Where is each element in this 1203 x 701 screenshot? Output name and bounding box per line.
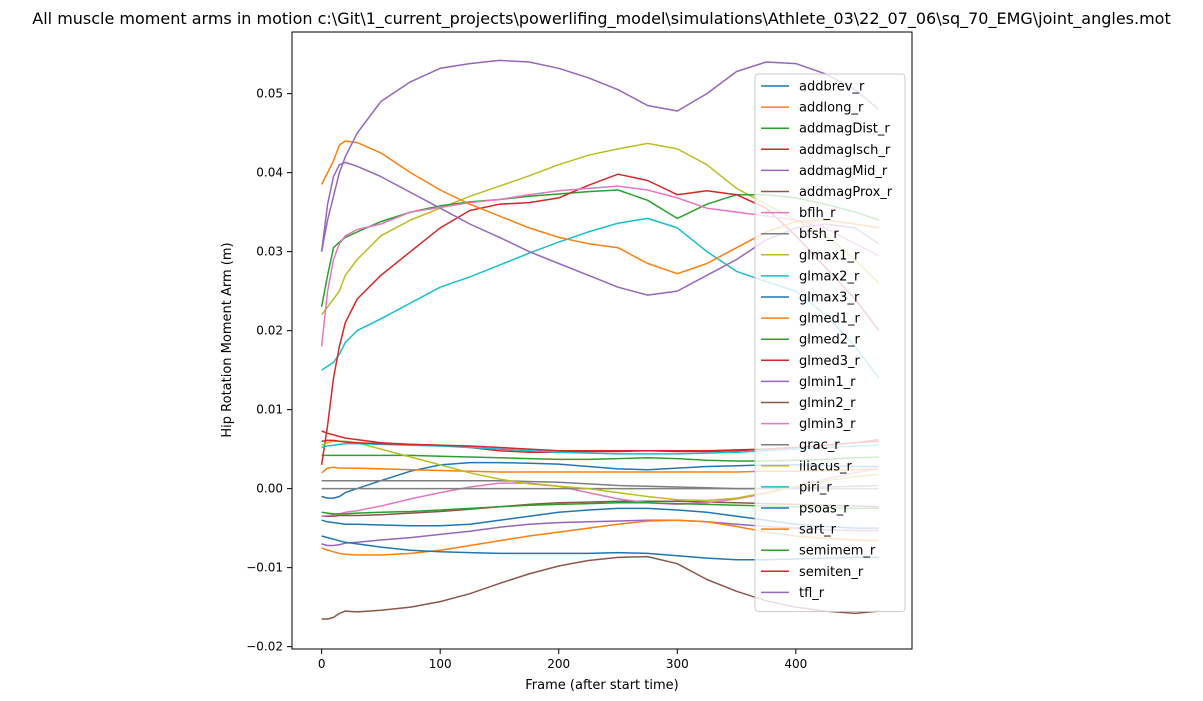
series-line-tfl_r [320,59,880,252]
legend-box [754,73,906,612]
legend-label: piri_r [799,480,832,495]
axis-layer: 0 100 200 300 400 −0.02 −0.01 0.00 0.01 0.02 0.03 0… [246,87,807,671]
legend-label: glmin3_r [799,417,856,432]
legend-label: glmax3_r [799,291,860,306]
chart-title: All muscle moment arms in motion c:\Git\… [32,9,1171,28]
legend-label: glmed2_r [799,333,861,348]
legend-label: glmax2_r [799,269,860,284]
y-tick-label: 0.03 [256,245,283,259]
y-tick-label: 0.01 [256,403,283,417]
legend-label: bflh_r [799,206,836,221]
legend-label: tfl_r [799,586,825,601]
x-tick-label: 300 [666,657,689,671]
y-tick-label: −0.01 [246,561,283,575]
legend-label: glmin2_r [799,396,856,411]
y-tick-label: 0.04 [256,166,283,180]
legend-label: bfsh_r [799,227,839,242]
legend-label: semiten_r [799,565,864,580]
y-tick-label: 0.00 [256,482,283,496]
x-tick-label: 200 [547,657,570,671]
y-tick-label: 0.02 [256,324,283,338]
legend-label: glmed1_r [799,312,861,327]
legend-label: glmax1_r [799,248,860,263]
legend: addbrev_r addlong_r addmagDist_r addmagIsch… [754,73,906,612]
legend-label: iliacus_r [799,459,852,474]
x-tick-label: 400 [784,657,807,671]
plot-frame [291,31,913,650]
legend-label: addlong_r [799,101,864,116]
x-tick-label: 0 [318,657,326,671]
y-tick-label: 0.05 [256,87,283,101]
legend-label: glmin1_r [799,375,856,390]
legend-label: addmagIsch_r [799,143,891,158]
legend-label: psoas_r [799,502,849,517]
legend-label: semimem_r [799,544,876,559]
x-tick-label: 100 [429,657,452,671]
legend-label: addbrev_r [799,80,865,95]
legend-label: sart_r [799,523,837,538]
y-tick-label: −0.02 [246,640,283,654]
legend-label: addmagProx_r [799,185,893,200]
legend-label: addmagDist_r [799,122,890,137]
legend-label: glmed3_r [799,354,861,369]
y-axis-label: Hip Rotation Moment Arm (m) [220,242,235,437]
legend-label: grac_r [799,438,840,453]
legend-label: addmagMid_r [799,164,888,179]
x-axis-label: Frame (after start time) [525,678,678,693]
